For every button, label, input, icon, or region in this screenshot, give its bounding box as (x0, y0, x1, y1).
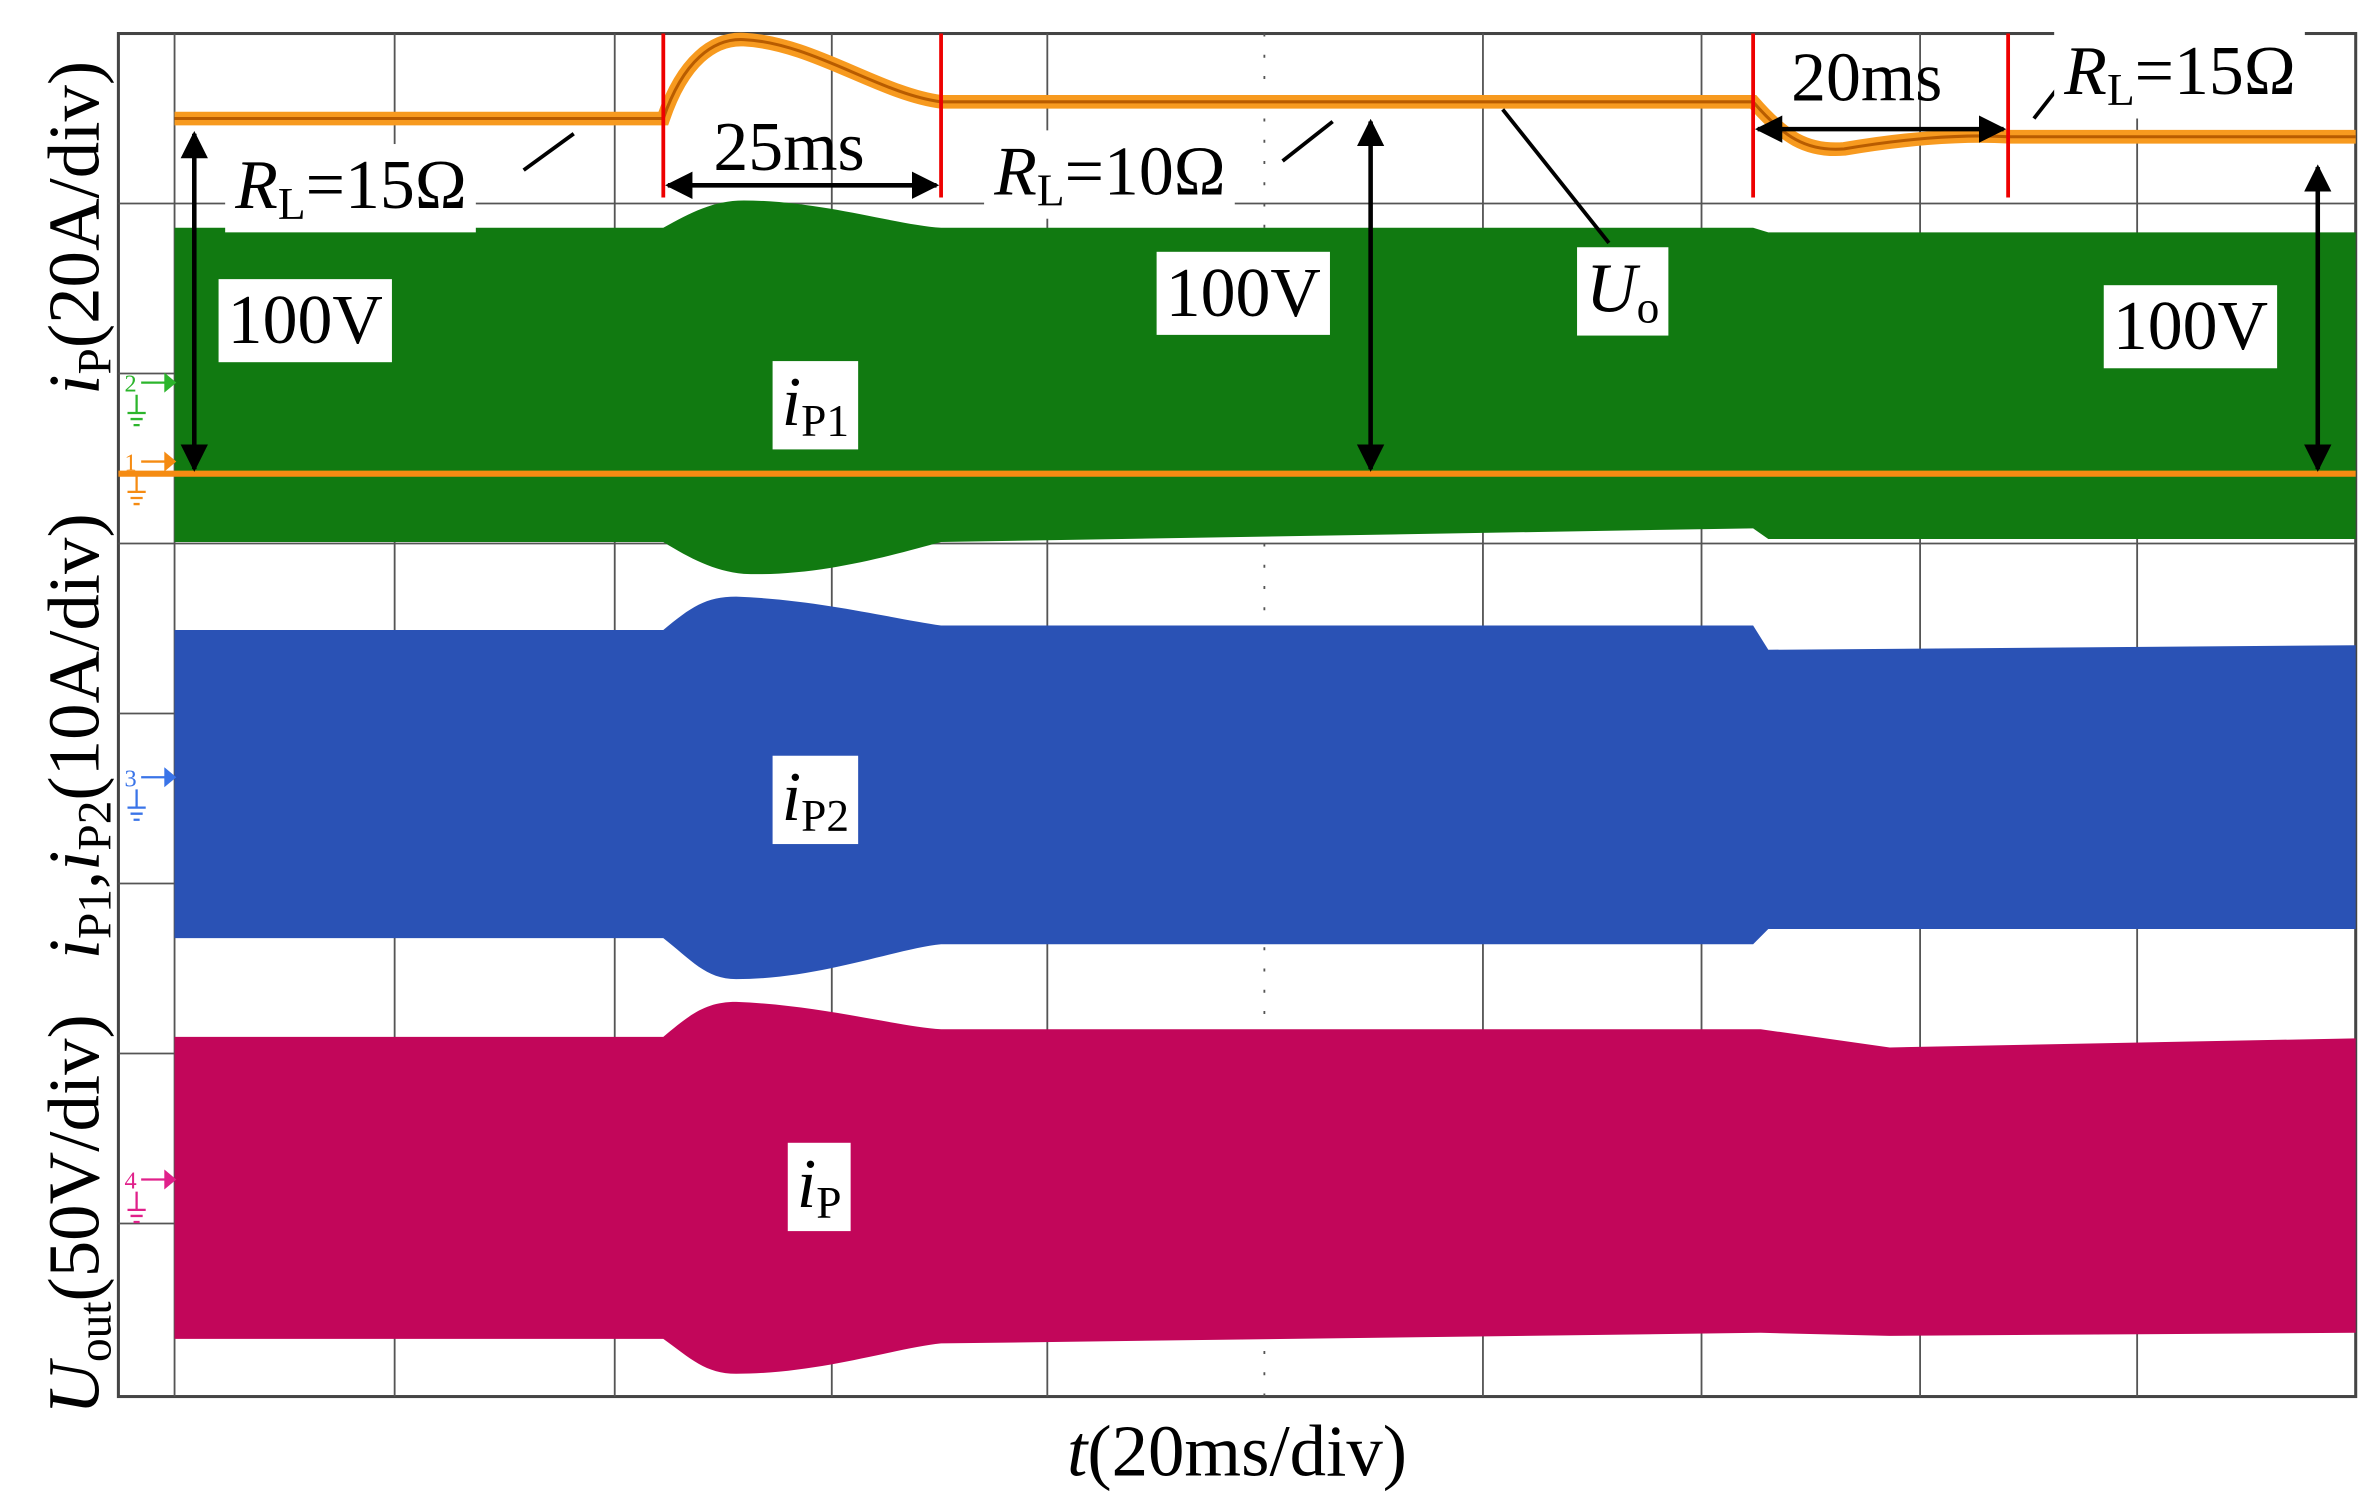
text-run: , (33, 871, 114, 889)
annotation: RL=10Ω (993, 133, 1225, 215)
annotation: 100V (228, 282, 383, 359)
text-run: P1 (801, 396, 849, 446)
y-axis-label: Uout(50V/div) (33, 1014, 121, 1414)
annotation: 20ms (1791, 39, 1942, 116)
leader-line (522, 132, 575, 172)
text-run: i (797, 1146, 816, 1223)
text-run: P1 (69, 889, 121, 939)
leader-line (1281, 120, 1334, 163)
annotation: iP (797, 1146, 842, 1228)
label-box (225, 144, 476, 233)
text-run: P2 (69, 801, 121, 851)
ground-symbol (127, 372, 177, 427)
ground-symbol (127, 451, 177, 506)
label-box (1156, 251, 1330, 335)
label-box (218, 279, 392, 363)
annotation: 25ms (713, 109, 864, 186)
ip2-waveform (174, 596, 2356, 980)
label-box (1577, 247, 1669, 336)
ip1-waveform (174, 200, 2356, 575)
channel-marker: 1 (124, 450, 136, 477)
text-run: 100V (1166, 255, 1321, 332)
annotation: RL=15Ω (234, 147, 466, 229)
annotation: 100V (2113, 288, 2268, 365)
text-run: P (69, 348, 121, 374)
text-run: L (278, 179, 306, 229)
text-run: (20ms/div) (1087, 1410, 1407, 1491)
ground-symbol (127, 767, 177, 821)
text-run: i (782, 364, 801, 441)
text-run: i (782, 759, 801, 836)
y-axis-label: iP(20A/div) (33, 61, 121, 395)
annotation: iP2 (782, 759, 849, 841)
text-run: L (2107, 65, 2135, 115)
label-box (2054, 30, 2305, 119)
text-run: R (993, 133, 1037, 210)
annotation: RL=15Ω (2063, 33, 2295, 115)
text-run: o (1637, 283, 1660, 333)
text-run: =10Ω (1065, 133, 1226, 210)
annotation: iP1 (782, 364, 849, 446)
text-run: 100V (2113, 288, 2268, 365)
text-run: out (69, 1302, 121, 1363)
text-run: i (33, 374, 114, 394)
text-run: t (1067, 1410, 1089, 1491)
label-box (787, 1142, 851, 1232)
text-run: i (33, 939, 114, 959)
text-run: R (2063, 33, 2107, 110)
channel-marker: 3 (124, 765, 136, 792)
leader-line (1501, 108, 1611, 245)
text-run: (50V/div) (33, 1014, 114, 1301)
text-run: 20ms (1791, 39, 1942, 116)
text-run: (20A/div) (33, 61, 114, 348)
label-box (772, 361, 859, 450)
x-axis-label: t(20ms/div) (1067, 1410, 1407, 1491)
text-run: R (234, 147, 278, 224)
channel-marker: 4 (124, 1168, 136, 1195)
label-box (2103, 285, 2278, 369)
event-lines (661, 33, 2011, 198)
label-box (984, 130, 1235, 219)
text-run: 100V (228, 282, 383, 359)
annotation: 100V (1166, 255, 1321, 332)
text-run: L (1037, 166, 1065, 216)
text-run: 25ms (713, 109, 864, 186)
text-run: i (33, 851, 114, 871)
labels: t(20ms/div)Uout(50V/div)iP1,iP2(10A/div)… (33, 30, 2305, 1491)
label-box (772, 755, 859, 845)
arrows (180, 115, 2332, 472)
text-run: (10A/div) (33, 513, 114, 800)
text-run: P (816, 1178, 841, 1228)
y-axis-label: iP1,iP2(10A/div) (33, 513, 121, 959)
text-run: =15Ω (306, 147, 467, 224)
ground-symbol (127, 1169, 177, 1224)
channel-marker: 2 (124, 371, 136, 398)
text-run: =15Ω (2135, 33, 2296, 110)
text-run: U (1586, 250, 1641, 327)
ip-waveform (174, 1001, 2356, 1374)
annotation: Uo (1586, 250, 1659, 332)
text-run: U (33, 1358, 114, 1415)
text-run: P2 (801, 791, 849, 841)
